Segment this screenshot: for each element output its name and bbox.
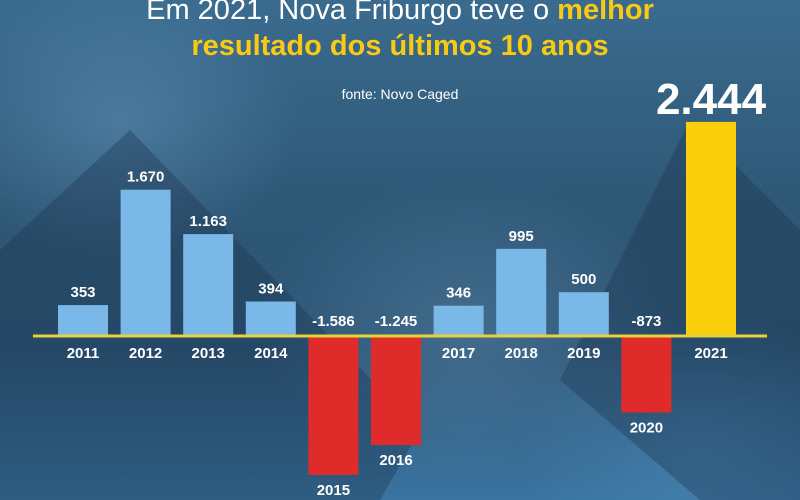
bar-2020 — [621, 336, 672, 413]
category-label-2019: 2019 — [567, 345, 600, 362]
bar-2013 — [183, 234, 234, 336]
bar-2017 — [433, 305, 484, 336]
bar-2011 — [58, 305, 108, 336]
source-note: fonte: Novo Caged — [341, 86, 459, 102]
bar-2021 — [686, 121, 736, 336]
bar-2019 — [558, 292, 609, 336]
value-label-2012: 1.670 — [127, 169, 165, 186]
value-label-2016: -1.245 — [375, 313, 418, 330]
value-label-2011: 353 — [70, 284, 95, 301]
value-label-2014: 394 — [258, 280, 284, 297]
bar-2016 — [371, 336, 421, 446]
category-label-2016: 2016 — [379, 452, 412, 469]
category-label-2015: 2015 — [317, 482, 350, 499]
category-label-2020: 2020 — [630, 419, 663, 436]
value-label-2013: 1.163 — [189, 213, 227, 230]
title-line-1: Em 2021, Nova Friburgo teve o melhor — [0, 0, 800, 27]
value-label-2017: 346 — [446, 285, 471, 302]
category-label-2013: 2013 — [192, 345, 225, 362]
title-text: Em 2021, Nova Friburgo teve o — [146, 0, 558, 26]
category-label-2014: 2014 — [254, 345, 288, 362]
category-label-2012: 2012 — [129, 345, 162, 362]
category-label-2021: 2021 — [694, 345, 727, 362]
bar-2014 — [245, 301, 296, 336]
value-label-2020: -873 — [631, 313, 661, 330]
bar-2015 — [308, 336, 359, 475]
category-label-2017: 2017 — [442, 345, 475, 362]
value-label-2018: 995 — [509, 228, 534, 245]
category-label-2018: 2018 — [505, 345, 538, 362]
value-label-2019: 500 — [571, 271, 596, 288]
value-label-2021: 2.444 — [656, 75, 767, 124]
bar-2018 — [496, 248, 547, 336]
value-label-2015: -1.586 — [312, 313, 355, 330]
category-label-2011: 2011 — [67, 345, 100, 362]
title-highlight: melhor — [557, 0, 654, 26]
bar-2012 — [120, 189, 171, 336]
title-line-2: resultado dos últimos 10 anos — [191, 30, 609, 62]
